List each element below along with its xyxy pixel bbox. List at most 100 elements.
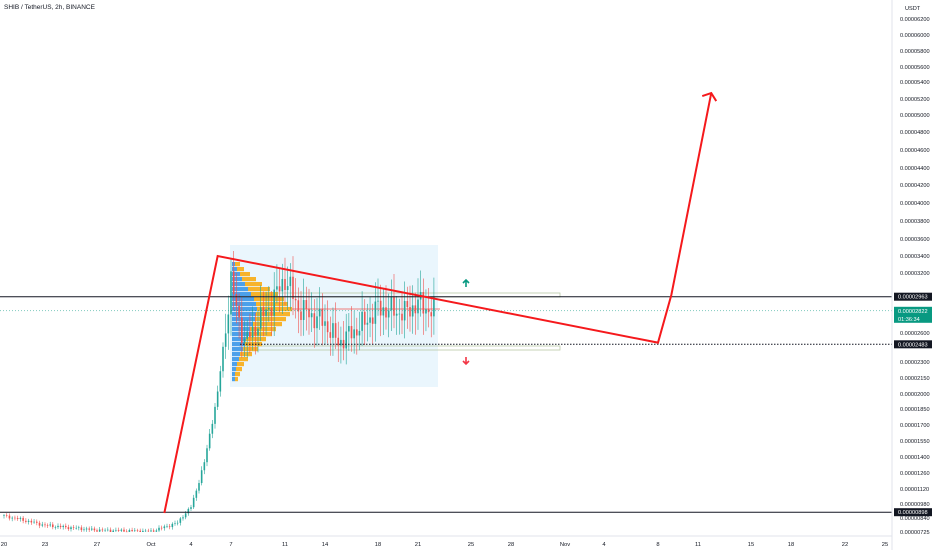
level-lines — [0, 296, 892, 513]
profile-bar-up — [232, 292, 251, 297]
candle-body — [243, 338, 246, 344]
price-axis-ticks[interactable]: 0.00006200 0.00006000 0.00005800 0.00005600… — [900, 17, 930, 536]
candle-body — [134, 530, 136, 532]
candle-body — [109, 529, 112, 532]
candle-body — [332, 323, 334, 338]
projection-arrowhead — [701, 91, 718, 102]
candle-body — [150, 530, 152, 532]
time-axis-ticks[interactable]: 20 23 27 Oct 4 7 11 14 18 21 25 28 Nov 4 8 11 15 18 22 25 — [1, 542, 888, 548]
last-price-label-text: 0.00002822 — [898, 309, 928, 315]
candle-body — [422, 292, 425, 314]
candle-body — [216, 391, 219, 407]
candle-body — [297, 300, 300, 312]
candle-body — [427, 309, 430, 313]
profile-bar-down — [240, 352, 252, 357]
candle-body — [284, 278, 286, 290]
time-tick-label: Oct — [146, 542, 155, 548]
candle-body — [184, 513, 187, 518]
candle-body — [168, 526, 171, 528]
price-tick-label: 0.00005400 — [900, 80, 930, 86]
time-tick-label: 21 — [415, 542, 421, 548]
candle-body — [142, 530, 144, 532]
symbol-title: SHIB / TetherUS, 2h, BINANCE — [4, 4, 95, 11]
candle-body — [85, 528, 88, 530]
candle-body — [104, 529, 106, 531]
candle-body — [5, 515, 8, 516]
candle-body — [44, 524, 46, 526]
candle-body — [265, 309, 267, 316]
candle-body — [115, 529, 117, 531]
candle-body — [289, 276, 292, 287]
candle-body — [57, 525, 59, 528]
candle-body — [144, 530, 147, 532]
candle-body — [214, 406, 216, 424]
time-tick-label: 8 — [656, 542, 659, 548]
time-tick-label: 4 — [189, 542, 193, 548]
signal-arrows — [462, 278, 470, 366]
projection-line[interactable] — [163, 92, 713, 514]
candle-body — [393, 296, 395, 316]
candle-body — [88, 528, 90, 530]
candle-body — [230, 271, 232, 315]
candle-body — [251, 326, 254, 338]
time-tick-label: 18 — [375, 542, 381, 548]
candle-body — [273, 289, 275, 316]
candle-body — [75, 527, 77, 529]
price-tick-label: 0.00004400 — [900, 166, 930, 172]
candle-body — [241, 317, 243, 344]
time-tick-label: 18 — [788, 542, 794, 548]
candle-body — [101, 529, 104, 531]
candle-body — [125, 531, 128, 533]
candle-body — [49, 524, 51, 526]
candle-body — [379, 300, 382, 316]
profile-bar-up — [232, 272, 240, 277]
candle-body — [190, 507, 192, 509]
price-tick-label: 0.00006000 — [900, 33, 930, 39]
candle-body — [409, 307, 411, 317]
profile-bar-down — [256, 312, 290, 317]
candle-body — [206, 448, 208, 463]
candle-body — [254, 326, 257, 336]
candle-body — [406, 301, 409, 308]
time-tick-label: 23 — [42, 542, 48, 548]
profile-bar-up — [232, 267, 237, 272]
candle-body — [321, 308, 324, 326]
support-label — [894, 340, 932, 349]
candle-body — [350, 326, 353, 339]
candle-body — [72, 527, 75, 528]
profile-bar-down — [245, 282, 262, 287]
candle-body — [316, 316, 318, 329]
price-tick-label: 0.00002000 — [900, 392, 930, 398]
candle-body — [326, 321, 329, 333]
profile-bar-down — [255, 317, 286, 322]
price-tick-label: 0.00004600 — [900, 148, 930, 154]
resistance-label — [894, 292, 932, 301]
profile-bar-up — [232, 377, 235, 382]
profile-bar-down — [243, 347, 258, 352]
candle-body — [268, 308, 270, 310]
candle-body — [163, 526, 166, 529]
candle-body — [19, 517, 22, 519]
projection-path — [163, 91, 718, 514]
candle-body — [353, 329, 355, 339]
candle-body — [259, 307, 262, 329]
candle-body — [358, 330, 361, 336]
profile-bar-up — [232, 332, 249, 337]
candle-body — [374, 301, 377, 324]
profile-bar-up — [232, 312, 256, 317]
candle-body — [262, 307, 265, 316]
candle-body — [361, 311, 363, 331]
candle-body — [160, 527, 163, 529]
candle-body — [62, 525, 64, 528]
profile-bar-down — [237, 362, 244, 367]
candle-body — [425, 309, 427, 314]
profile-bar-up — [232, 347, 243, 352]
profile-bar-up — [232, 367, 236, 372]
candle-body — [324, 321, 326, 326]
profile-bar-up — [232, 362, 237, 367]
candle-body — [158, 527, 160, 531]
candle-body — [294, 298, 297, 301]
candle-body — [371, 317, 374, 324]
profile-bar-up — [232, 277, 242, 282]
